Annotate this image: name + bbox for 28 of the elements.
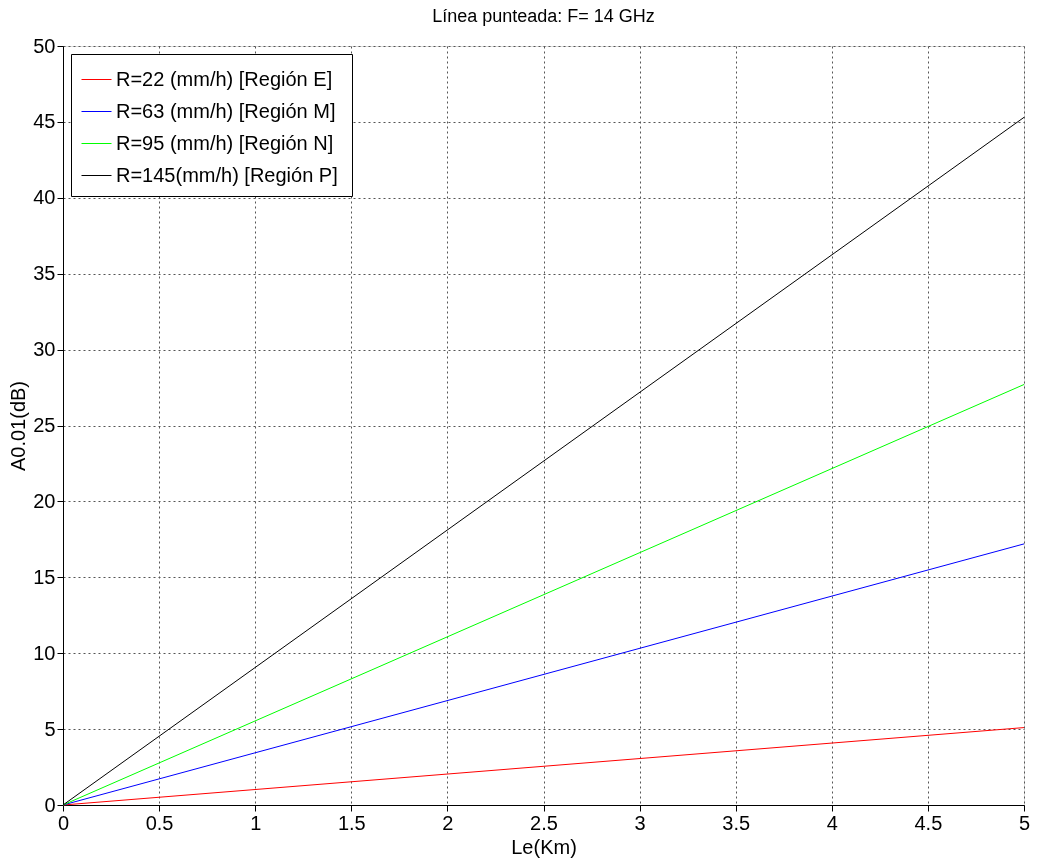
- chart-title: Línea punteada: F= 14 GHz: [432, 6, 655, 26]
- x-tick-label: 5: [1018, 811, 1031, 834]
- x-tick-label: 2.5: [530, 811, 558, 834]
- y-tick-label: 35: [33, 262, 56, 285]
- x-tick-label: 3: [634, 811, 646, 834]
- legend-label: R=22 (mm/h) [Región E]: [116, 67, 333, 90]
- y-tick-label: 45: [33, 110, 56, 133]
- y-tick-label: 30: [33, 338, 56, 361]
- y-tick-label: 10: [33, 641, 56, 664]
- y-tick-label: 0: [44, 793, 56, 816]
- x-axis-title: Le(Km): [511, 835, 577, 858]
- x-tick-label: 2: [442, 811, 454, 834]
- y-tick-label: 15: [33, 565, 56, 588]
- x-tick-label: 4.5: [914, 811, 943, 834]
- y-tick-label: 25: [33, 414, 56, 436]
- legend-label: R=63 (mm/h) [Región M]: [116, 99, 336, 122]
- y-tick-label: 40: [33, 186, 56, 209]
- x-tick-label: 3.5: [722, 811, 751, 834]
- legend-label: R=145(mm/h) [Región P]: [116, 163, 338, 186]
- y-tick-label: 5: [44, 717, 56, 740]
- y-tick-label: 50: [33, 34, 56, 57]
- y-tick-label: 20: [33, 489, 56, 512]
- x-tick-label: 1.5: [337, 811, 366, 834]
- x-tick-label: 0.5: [145, 811, 174, 834]
- y-axis-title: A0.01(dB): [7, 380, 30, 472]
- legend-label: R=95 (mm/h) [Región N]: [116, 131, 334, 154]
- x-tick-label: 4: [826, 811, 838, 834]
- x-tick-label: 1: [250, 811, 262, 834]
